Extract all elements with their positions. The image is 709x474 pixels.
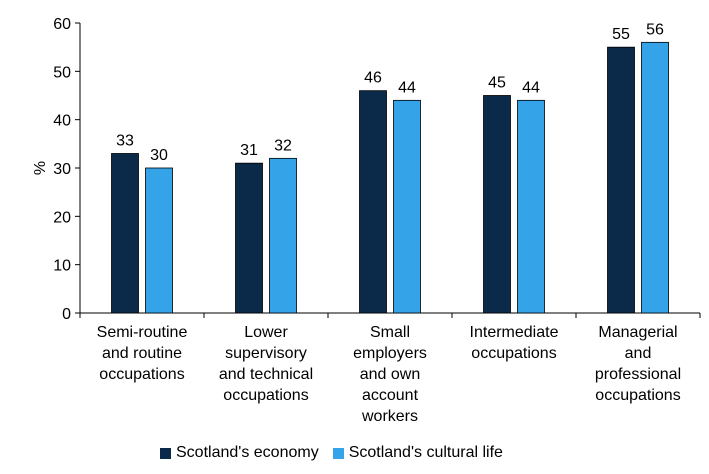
data-label: 44 (522, 79, 540, 96)
bars (111, 41, 669, 314)
y-tick-label: 0 (62, 306, 71, 323)
legend-item-cultural-life: Scotland's cultural life (332, 444, 503, 462)
data-label: 56 (646, 21, 664, 38)
y-axis-label: % (32, 161, 49, 175)
data-labels: 33 31 46 45 55 30 32 44 44 56 (116, 21, 664, 164)
data-label: 44 (398, 79, 416, 96)
data-label: 31 (240, 142, 258, 159)
category-label: Intermediate occupations (470, 324, 559, 362)
bar-cultural-life (269, 157, 297, 314)
y-tick-label: 20 (53, 209, 71, 226)
x-axis (79, 312, 701, 318)
data-label: 32 (274, 137, 292, 154)
y-tick-label: 30 (53, 161, 71, 178)
category-label: Lower supervisory and technical occupations (219, 324, 313, 404)
bar-economy (235, 162, 263, 314)
y-tick-label: 50 (53, 64, 71, 81)
bar-cultural-life (393, 99, 421, 314)
bar-cultural-life (145, 167, 173, 314)
legend-swatch-cultural-life (332, 447, 344, 459)
bar-economy (607, 46, 635, 314)
y-axis: 0 10 20 30 40 50 60 (53, 16, 81, 323)
category-label: Managerial and professional occupations (595, 324, 681, 404)
data-label: 45 (488, 75, 506, 92)
category-label: Semi-routine and routine occupations (97, 324, 188, 383)
category-labels: Semi-routine and routine occupations Lower s… (97, 324, 681, 425)
bar-economy (483, 95, 511, 314)
legend: Scotland's economy Scotland's cultural l… (160, 444, 517, 462)
bar-economy (111, 153, 139, 314)
bar-cultural-life (517, 99, 545, 314)
y-tick-label: 40 (53, 113, 71, 130)
data-label: 30 (150, 147, 168, 164)
data-label: 33 (116, 133, 134, 150)
category-label: Small employers and own account workers (353, 324, 427, 425)
y-tick-label: 10 (53, 258, 71, 275)
data-label: 46 (364, 70, 382, 87)
legend-label-cultural-life: Scotland's cultural life (348, 444, 503, 461)
bar-cultural-life (641, 41, 669, 314)
y-tick-label: 60 (53, 16, 71, 33)
legend-swatch-economy (160, 447, 171, 459)
data-label: 55 (612, 26, 630, 43)
bar-economy (359, 90, 387, 314)
legend-item-economy: Scotland's economy (160, 444, 319, 462)
legend-label-economy: Scotland's economy (176, 444, 319, 461)
